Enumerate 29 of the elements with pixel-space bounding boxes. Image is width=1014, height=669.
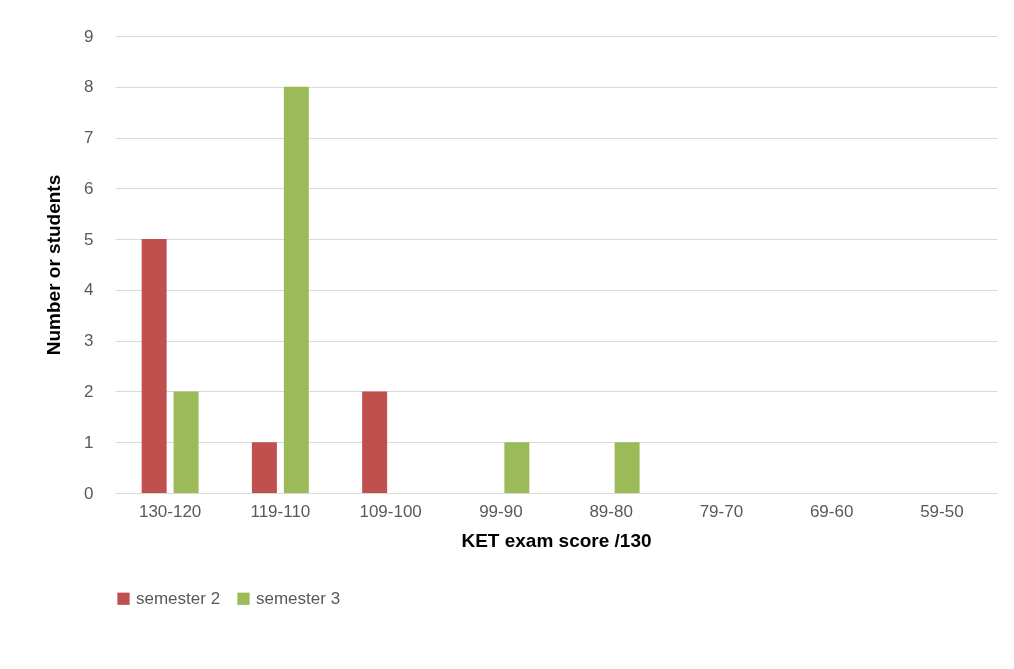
bar — [362, 391, 388, 493]
y-tick-label: 7 — [84, 128, 94, 148]
y-tick-label: 3 — [84, 331, 94, 351]
bar — [614, 442, 640, 493]
x-axis-title: KET exam score /130 — [461, 529, 652, 551]
y-tick-label: 0 — [84, 483, 94, 503]
x-tick-label: 89-80 — [589, 501, 633, 521]
x-tick-label: 130-120 — [138, 501, 202, 521]
y-tick-label: 2 — [84, 381, 94, 401]
y-tick-label: 5 — [84, 229, 94, 249]
bar — [251, 442, 277, 493]
bar — [141, 239, 167, 493]
legend-label: semester 2 — [136, 588, 221, 608]
y-tick-label: 9 — [84, 26, 94, 46]
x-tick-label: 69-60 — [809, 501, 854, 521]
y-tick-label: 4 — [84, 280, 94, 300]
bar — [283, 86, 309, 493]
x-tick-label: 119-110 — [250, 501, 311, 521]
legend-label: semester 3 — [256, 588, 341, 608]
y-tick-label: 8 — [84, 77, 94, 97]
bar — [173, 391, 199, 493]
y-tick-label: 6 — [84, 178, 94, 198]
x-tick-label: 109-100 — [359, 501, 422, 521]
y-axis-title: Number or students — [43, 174, 65, 356]
x-tick-label: 79-70 — [699, 501, 744, 521]
y-tick-label: 1 — [84, 432, 94, 452]
bar — [504, 442, 530, 493]
x-tick-label: 59-50 — [920, 501, 964, 521]
x-tick-label: 99-90 — [479, 501, 523, 521]
